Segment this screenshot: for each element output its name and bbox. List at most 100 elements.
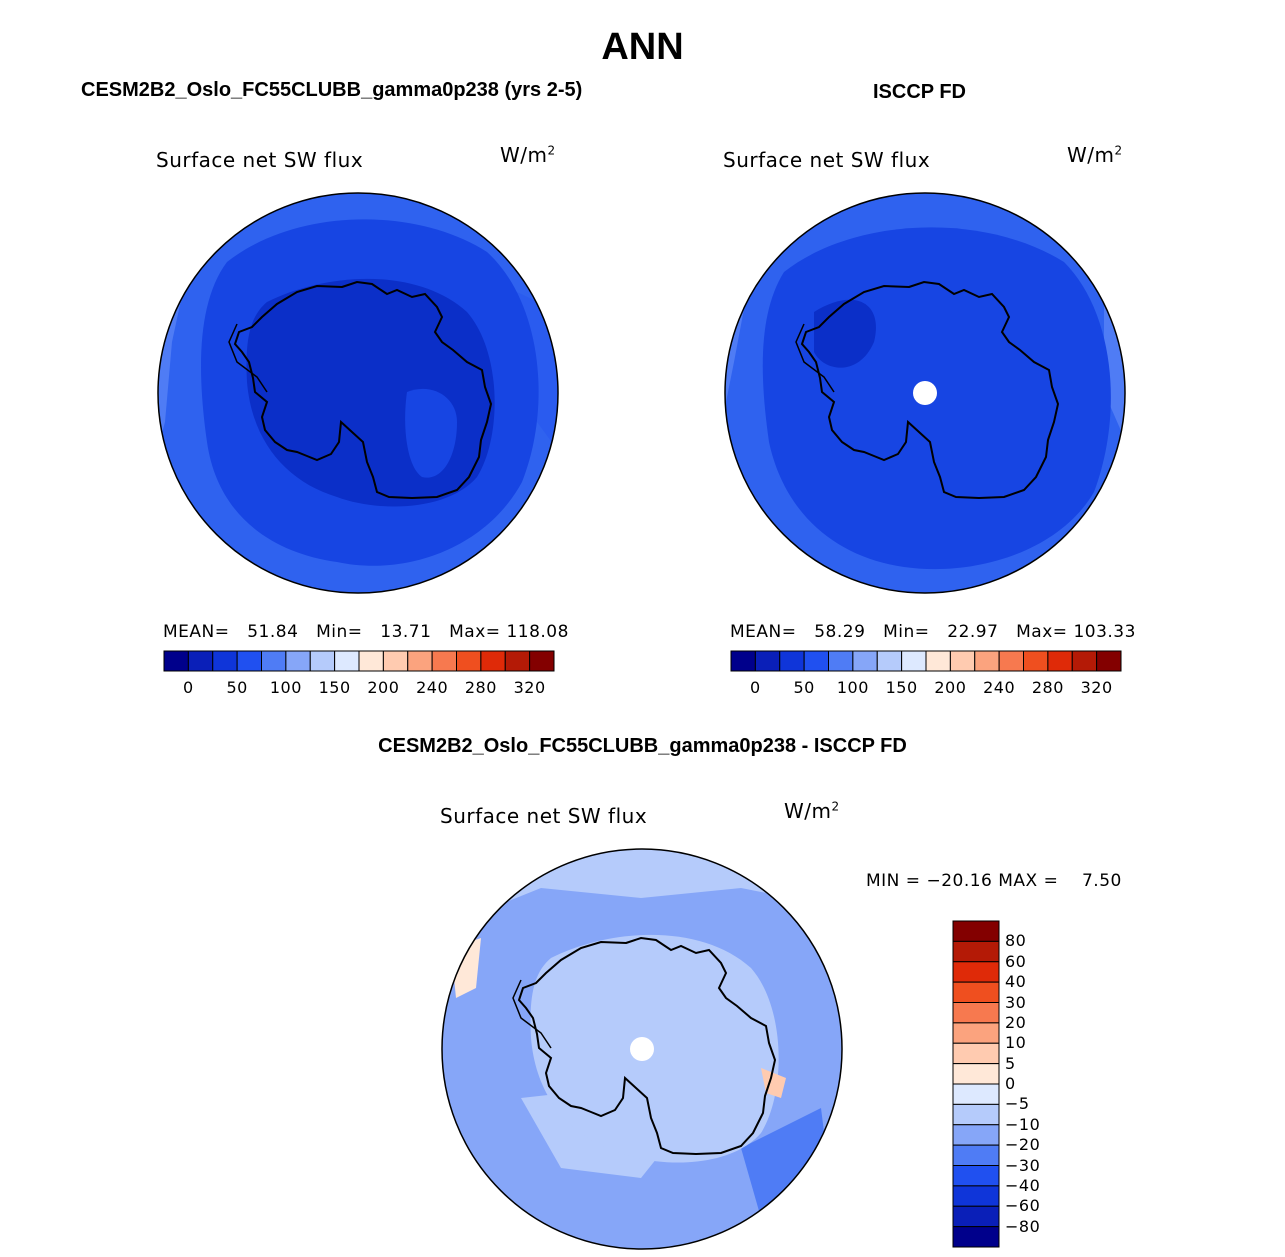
- colorbar-tick-label: 30: [1005, 992, 1027, 1012]
- colorbar-tick-label: 20: [1005, 1012, 1027, 1032]
- colorbar-swatch: [952, 1205, 1000, 1228]
- colorbar-swatch: [952, 1083, 1000, 1105]
- map-border: [724, 192, 1126, 594]
- colorbar-tick-label: 0: [183, 678, 194, 697]
- diff-panel-title: CESM2B2_Oslo_FC55CLUBB_gamma0p238 - ISCC…: [378, 735, 907, 757]
- diff-units-label: W/m2: [784, 799, 840, 823]
- colorbar-tick-label: −80: [1005, 1216, 1041, 1236]
- colorbar-swatch: [334, 650, 360, 672]
- obs-colorbar-ticks: 0 50 100 150 200 240 280 320: [731, 678, 1121, 698]
- model-panel-title: CESM2B2_Oslo_FC55CLUBB_gamma0p238 (yrs 2…: [81, 79, 583, 101]
- pole-hole: [630, 1037, 654, 1061]
- colorbar-swatch: [261, 650, 287, 672]
- colorbar-swatch: [998, 650, 1025, 672]
- colorbar-swatch: [952, 940, 1000, 963]
- peninsula-line: [512, 979, 552, 1049]
- colorbar-swatch: [212, 650, 238, 672]
- colorbar-swatch: [901, 650, 927, 672]
- colorbar-swatch: [285, 650, 311, 672]
- colorbar-tick-label: 60: [1005, 951, 1027, 971]
- colorbar-swatch: [952, 1124, 1000, 1146]
- antarctica-coastline: [517, 936, 777, 1156]
- model-colorbar: [163, 650, 555, 672]
- colorbar-swatch: [163, 650, 189, 672]
- inner-flux-ring: [762, 227, 1111, 570]
- map-border: [157, 192, 559, 594]
- colorbar-tick-label: 200: [934, 678, 967, 697]
- obs-variable-label: Surface net SW flux: [723, 148, 931, 172]
- colorbar-tick-label: 5: [1005, 1053, 1016, 1073]
- colorbar-swatch: [358, 650, 384, 672]
- colorbar-swatch: [974, 650, 1000, 672]
- diff-colorbar-ticks: 80 60 40 30 20 10 5 0 −5 −10 −20 −30 −40 −60 −80: [1005, 921, 1065, 1247]
- diff-variable-label: Surface net SW flux: [440, 804, 648, 828]
- colorbar-swatch: [925, 650, 951, 672]
- colorbar-swatch: [876, 650, 903, 672]
- colorbar-swatch: [952, 920, 1000, 942]
- obs-polar-map: [724, 192, 1126, 594]
- diff-minmax: MIN = −20.16 MAX = 7.50: [866, 871, 1122, 891]
- model-stats: MEAN= 51.84 Min= 13.71 Max= 118.08: [163, 622, 569, 642]
- colorbar-tick-label: 240: [416, 678, 449, 697]
- colorbar-swatch: [187, 650, 214, 672]
- colorbar-tick-label: 200: [367, 678, 400, 697]
- colorbar-swatch: [803, 650, 830, 672]
- model-colorbar-ticks: 0 50 100 150 200 240 280 320: [164, 678, 554, 698]
- colorbar-tick-label: −40: [1005, 1175, 1041, 1195]
- colorbar-swatch: [382, 650, 409, 672]
- colorbar-swatch: [779, 650, 805, 672]
- obs-stats: MEAN= 58.29 Min= 22.97 Max= 103.33: [730, 622, 1136, 642]
- antarctica-coastline: [233, 280, 493, 500]
- colorbar-swatch: [529, 650, 555, 672]
- colorbar-tick-label: 0: [750, 678, 761, 697]
- colorbar-swatch: [952, 1063, 1000, 1085]
- antarctica-coastline: [800, 280, 1060, 500]
- colorbar-tick-label: −60: [1005, 1196, 1041, 1216]
- colorbar-tick-label: −30: [1005, 1155, 1041, 1175]
- peninsula-line: [795, 323, 835, 393]
- colorbar-tick-label: 320: [1080, 678, 1113, 697]
- colorbar-swatch: [754, 650, 781, 672]
- colorbar-swatch: [952, 1002, 1000, 1024]
- colorbar-swatch: [949, 650, 976, 672]
- colorbar-swatch: [1096, 650, 1122, 672]
- obs-units-label: W/m2: [1067, 143, 1123, 167]
- colorbar-swatch: [952, 1022, 1000, 1044]
- colorbar-swatch: [952, 1103, 1000, 1126]
- colorbar-tick-label: 280: [1031, 678, 1064, 697]
- diff-colorbar: [952, 920, 1000, 1248]
- colorbar-tick-label: −10: [1005, 1114, 1041, 1134]
- colorbar-tick-label: 0: [1005, 1074, 1016, 1093]
- colorbar-tick-label: −20: [1005, 1135, 1041, 1155]
- figure-title: ANN: [601, 26, 684, 68]
- map-border: [441, 848, 843, 1250]
- colorbar-swatch: [504, 650, 531, 672]
- colorbar-tick-label: 320: [513, 678, 546, 697]
- pole-hole: [913, 381, 937, 405]
- antarctic-diff-region: [530, 934, 779, 1163]
- model-variable-label: Surface net SW flux: [156, 148, 364, 172]
- colorbar-swatch: [1071, 650, 1098, 672]
- colorbar-tick-label: 280: [464, 678, 497, 697]
- colorbar-swatch: [952, 961, 1000, 983]
- colorbar-swatch: [1023, 650, 1049, 672]
- ross-ice-patch: [405, 388, 457, 478]
- colorbar-swatch: [456, 650, 482, 672]
- colorbar-tick-label: 240: [983, 678, 1016, 697]
- colorbar-swatch: [952, 1226, 1000, 1248]
- model-units-label: W/m2: [500, 143, 556, 167]
- colorbar-swatch: [1047, 650, 1073, 672]
- colorbar-swatch: [236, 650, 263, 672]
- colorbar-swatch: [952, 1185, 1000, 1207]
- colorbar-tick-label: 100: [836, 678, 869, 697]
- colorbar-tick-label: 100: [269, 678, 302, 697]
- colorbar-swatch: [828, 650, 854, 672]
- peninsula-line: [228, 323, 268, 393]
- colorbar-tick-label: 50: [793, 678, 815, 697]
- colorbar-tick-label: 150: [318, 678, 351, 697]
- colorbar-tick-label: 10: [1005, 1033, 1027, 1053]
- obs-panel-title: ISCCP FD: [873, 81, 966, 103]
- colorbar-tick-label: 150: [885, 678, 918, 697]
- colorbar-tick-label: 50: [226, 678, 248, 697]
- colorbar-swatch: [431, 650, 458, 672]
